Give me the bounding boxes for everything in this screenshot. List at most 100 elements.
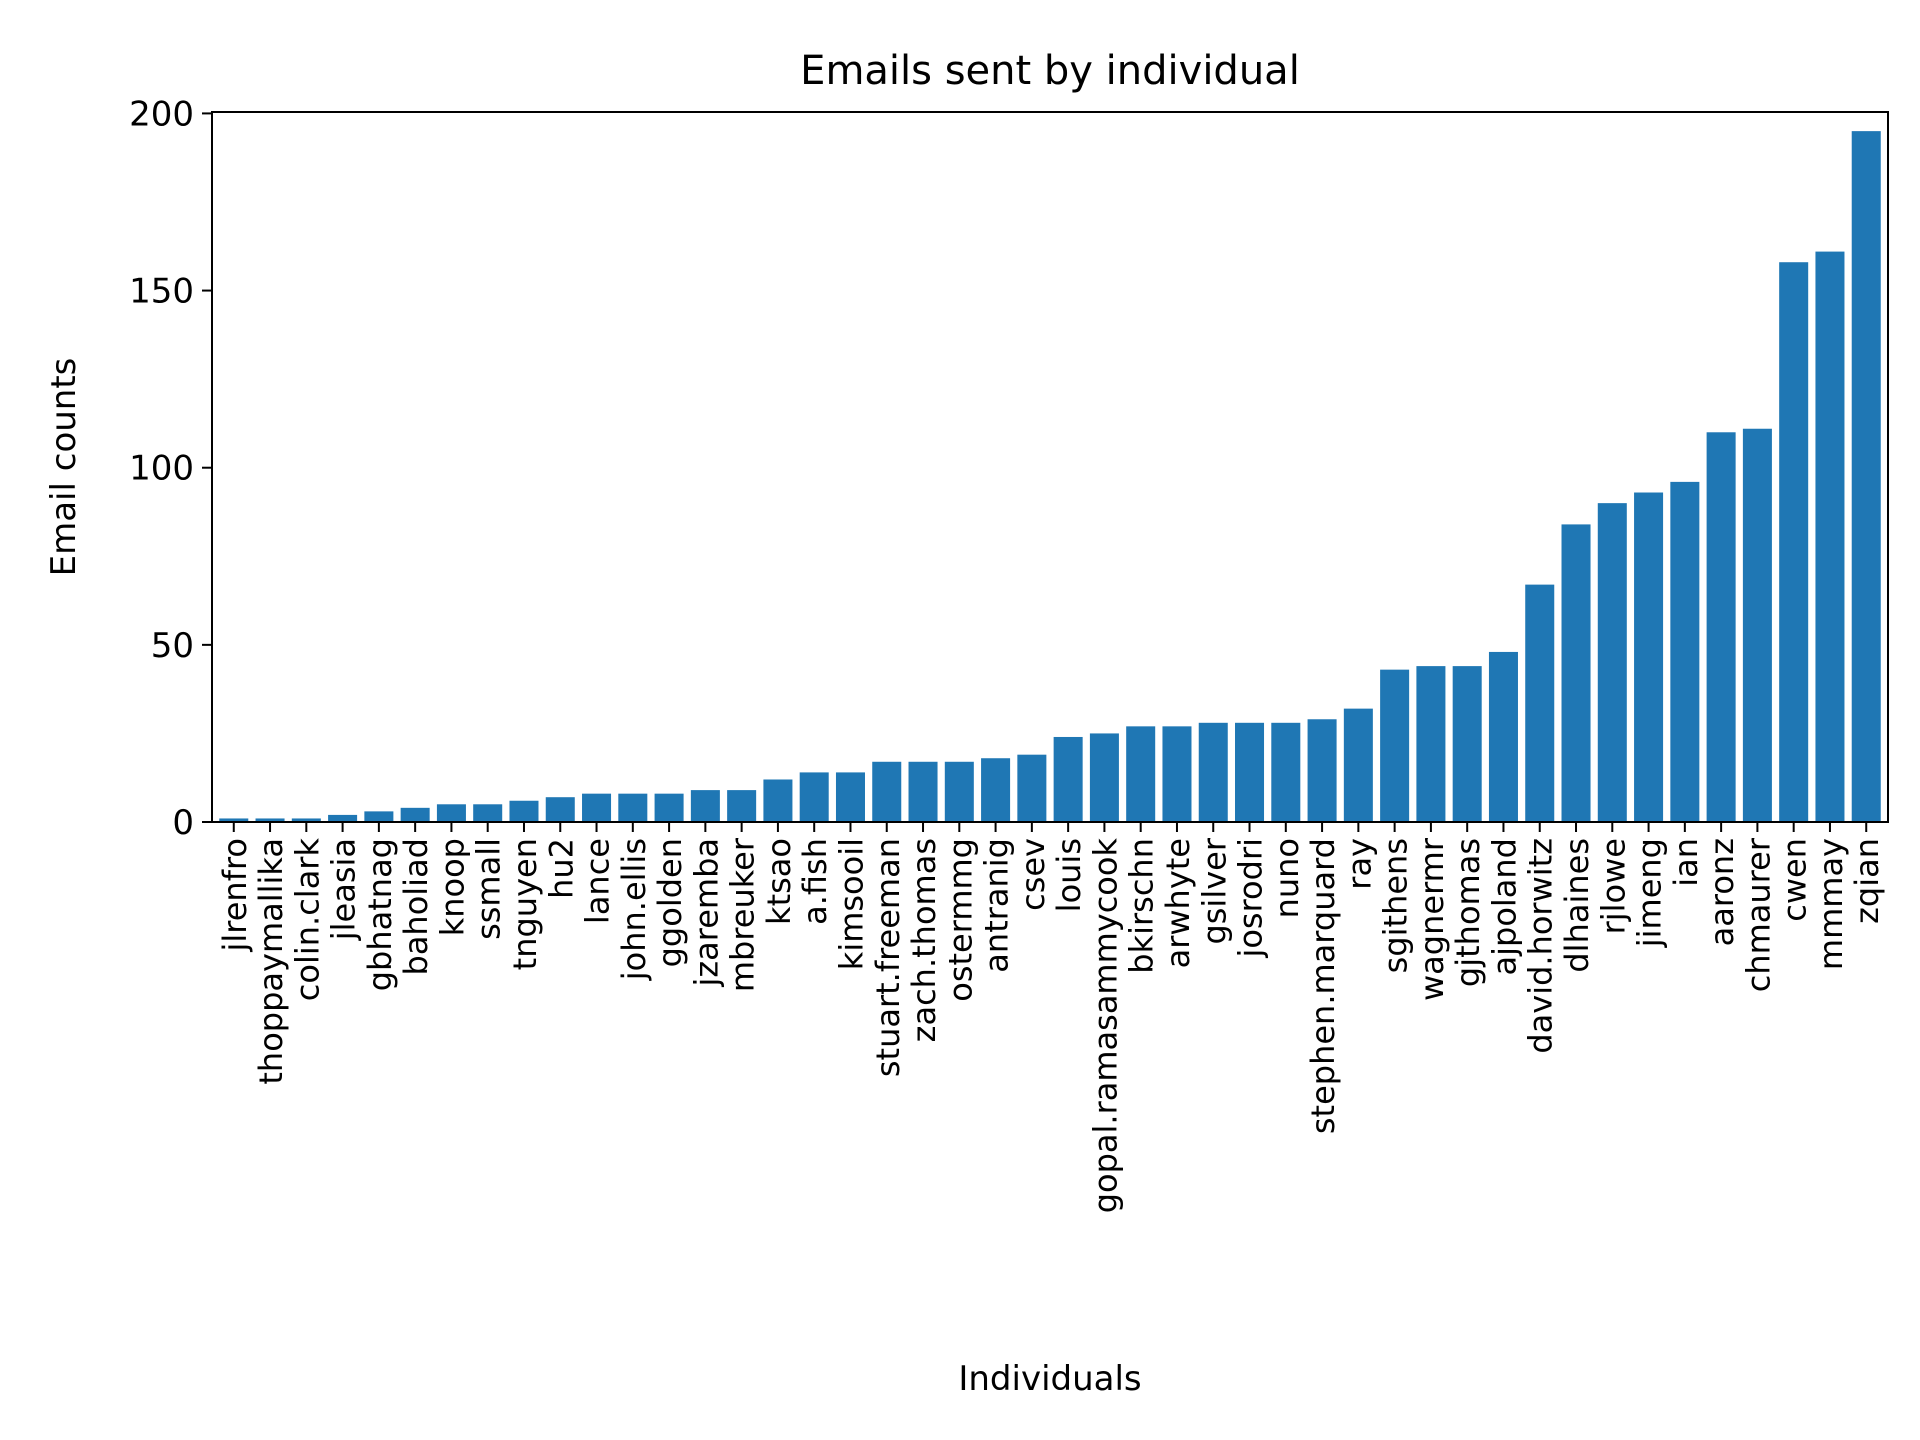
x-axis-ticks: jlrenfrothoppaymallikacolin.clarkjleasia… xyxy=(216,822,1886,1213)
bar-stephen.marquard xyxy=(1307,719,1337,822)
x-tick-label-gopal.ramasammycook: gopal.ramasammycook xyxy=(1086,838,1124,1214)
x-tick-label-mmmay: mmmay xyxy=(1812,838,1850,970)
y-tick-label: 50 xyxy=(151,626,194,666)
plot-frame xyxy=(211,111,1889,823)
x-tick-label-kimsooil: kimsooil xyxy=(832,838,870,970)
x-tick-label-john.ellis: john.ellis xyxy=(615,838,653,981)
x-tick-label-zach.thomas: zach.thomas xyxy=(905,838,943,1042)
bar-ggolden xyxy=(654,793,684,822)
x-tick-label-stuart.freeman: stuart.freeman xyxy=(869,838,907,1077)
x-tick-label-aaronz: aaronz xyxy=(1703,838,1741,946)
x-tick-label-jlrenfro: jlrenfro xyxy=(216,838,254,953)
bar-wagnermr xyxy=(1416,666,1446,822)
bar-louis xyxy=(1053,736,1083,822)
x-tick-label-jleasia: jleasia xyxy=(325,838,363,941)
bar-sgithens xyxy=(1380,669,1410,822)
x-tick-label-antranig: antranig xyxy=(978,838,1016,973)
x-tick-label-lance: lance xyxy=(579,838,617,924)
bar-josrodri xyxy=(1235,722,1265,822)
bar-thoppaymallika xyxy=(255,818,285,822)
x-tick-label-stephen.marquard: stephen.marquard xyxy=(1304,838,1342,1134)
bar-ostermmg xyxy=(944,761,974,822)
bar-kimsooil xyxy=(835,772,865,822)
x-tick-label-thoppaymallika: thoppaymallika xyxy=(252,838,290,1085)
y-tick-label: 0 xyxy=(172,803,194,843)
bar-jlrenfro xyxy=(219,818,249,822)
bar-gopal.ramasammycook xyxy=(1089,733,1119,822)
bar-antranig xyxy=(981,758,1011,822)
x-tick-label-bkirschn: bkirschn xyxy=(1123,838,1161,974)
bar-lance xyxy=(582,793,612,822)
x-tick-label-csev: csev xyxy=(1014,838,1052,911)
x-tick-label-arwhyte: arwhyte xyxy=(1159,838,1197,968)
x-tick-label-colin.clark: colin.clark xyxy=(288,838,326,1002)
x-tick-label-gjthomas: gjthomas xyxy=(1449,838,1487,987)
bar-arwhyte xyxy=(1162,726,1192,822)
bar-a.fish xyxy=(799,772,829,822)
bar-rjlowe xyxy=(1597,503,1627,822)
x-tick-label-jzaremba: jzaremba xyxy=(687,838,725,988)
x-tick-label-gbhatnag: gbhatnag xyxy=(361,838,399,991)
bar-ian xyxy=(1670,481,1700,822)
bar-hu2 xyxy=(545,797,575,822)
bar-knoop xyxy=(436,804,466,822)
x-tick-label-tnguyen: tnguyen xyxy=(506,838,544,970)
bar-jzaremba xyxy=(690,790,720,822)
x-tick-label-ggolden: ggolden xyxy=(651,838,689,967)
x-tick-label-ian: ian xyxy=(1667,838,1705,887)
bar-tnguyen xyxy=(509,800,539,822)
y-axis-label: Email counts xyxy=(44,358,84,577)
bars-group xyxy=(219,131,1881,823)
y-axis-ticks: 0 50 100 150 200 xyxy=(129,94,212,843)
x-tick-label-rjlowe: rjlowe xyxy=(1594,838,1632,934)
x-tick-label-josrodri: josrodri xyxy=(1232,838,1270,959)
bar-chmaurer xyxy=(1742,428,1772,822)
chart-title: Emails sent by individual xyxy=(800,48,1300,94)
bar-bkirschn xyxy=(1126,726,1156,822)
x-tick-label-ajpoland: ajpoland xyxy=(1485,838,1523,975)
bar-baholiad xyxy=(400,807,430,822)
bar-gjthomas xyxy=(1452,666,1482,822)
y-tick-label: 200 xyxy=(129,94,194,134)
x-tick-label-nuno: nuno xyxy=(1268,838,1306,918)
bar-gsilver xyxy=(1198,722,1228,822)
x-tick-label-ray: ray xyxy=(1340,838,1378,890)
x-tick-label-louis: louis xyxy=(1050,838,1088,912)
x-tick-label-knoop: knoop xyxy=(433,838,471,936)
bar-dlhaines xyxy=(1561,524,1591,822)
bar-jleasia xyxy=(328,814,358,822)
bar-mbreuker xyxy=(727,790,757,822)
x-tick-label-chmaurer: chmaurer xyxy=(1739,837,1777,992)
x-tick-label-a.fish: a.fish xyxy=(796,838,834,925)
bar-john.ellis xyxy=(618,793,648,822)
x-tick-label-ssmall: ssmall xyxy=(470,838,508,940)
y-tick-label: 100 xyxy=(129,449,194,489)
x-tick-label-sgithens: sgithens xyxy=(1377,838,1415,973)
x-tick-label-hu2: hu2 xyxy=(542,838,580,899)
x-tick-label-gsilver: gsilver xyxy=(1195,837,1233,944)
y-tick-label: 150 xyxy=(129,272,194,312)
x-tick-label-ktsao: ktsao xyxy=(760,838,798,925)
bar-ssmall xyxy=(473,804,503,822)
x-tick-label-david.horwitz: david.horwitz xyxy=(1522,838,1560,1054)
bar-david.horwitz xyxy=(1525,584,1555,822)
x-tick-label-zqian: zqian xyxy=(1848,838,1886,924)
x-tick-label-dlhaines: dlhaines xyxy=(1558,838,1596,973)
bar-cwen xyxy=(1779,262,1809,823)
bar-csev xyxy=(1017,754,1047,822)
x-tick-label-jimeng: jimeng xyxy=(1631,838,1669,948)
bar-colin.clark xyxy=(291,818,321,822)
bar-stuart.freeman xyxy=(872,761,902,822)
bar-ajpoland xyxy=(1488,651,1518,822)
bar-ray xyxy=(1343,708,1373,822)
bar-gbhatnag xyxy=(364,811,394,822)
x-tick-label-wagnermr: wagnermr xyxy=(1413,837,1451,1001)
x-tick-label-cwen: cwen xyxy=(1776,838,1814,922)
bar-aaronz xyxy=(1706,432,1736,822)
x-tick-label-baholiad: baholiad xyxy=(397,838,435,975)
x-axis-label: Individuals xyxy=(958,1359,1141,1399)
bar-jimeng xyxy=(1634,492,1664,822)
bar-nuno xyxy=(1271,722,1301,822)
